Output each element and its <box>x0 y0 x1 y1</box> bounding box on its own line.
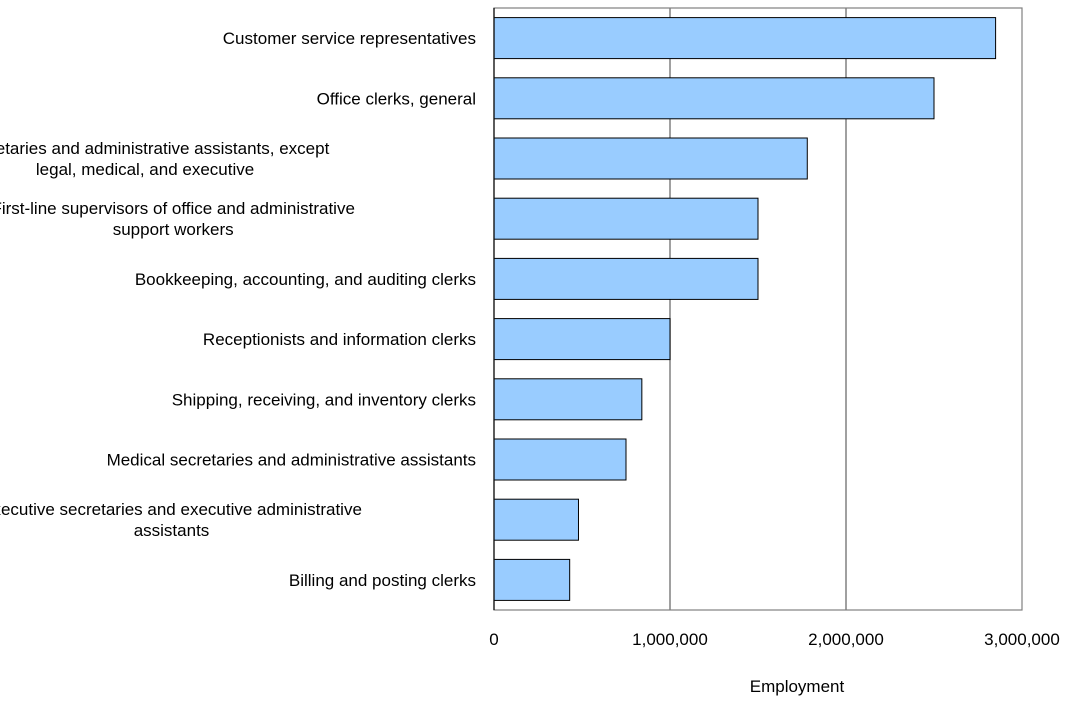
bar-7 <box>494 439 626 480</box>
category-label-2-line-0: Secretaries and administrative assistant… <box>0 139 330 158</box>
x-tick-label-2: 2,000,000 <box>808 630 884 649</box>
category-label-3-line-0: First-line supervisors of office and adm… <box>0 199 355 218</box>
category-label-7-line-0: Medical secretaries and administrative a… <box>107 451 476 470</box>
bar-5 <box>494 319 670 360</box>
category-label-8-line-0: Executive secretaries and executive admi… <box>0 500 362 519</box>
bar-2 <box>494 138 807 179</box>
bar-3 <box>494 198 758 239</box>
bar-4 <box>494 258 758 299</box>
category-label-9: Billing and posting clerks <box>289 571 476 590</box>
bar-6 <box>494 379 642 420</box>
x-tick-label-0: 0 <box>489 630 498 649</box>
bar-1 <box>494 78 934 119</box>
tick-label-layer: 0 1,000,000 2,000,000 3,000,000 <box>489 630 1060 649</box>
x-tick-label-1: 1,000,000 <box>632 630 708 649</box>
category-label-9-line-0: Billing and posting clerks <box>289 571 476 590</box>
category-label-6: Shipping, receiving, and inventory clerk… <box>172 390 476 409</box>
category-label-4: Bookkeeping, accounting, and auditing cl… <box>135 270 476 289</box>
category-label-2: Secretaries and administrative assistant… <box>0 139 330 179</box>
category-label-3-line-1: support workers <box>113 220 234 239</box>
category-label-3: First-line supervisors of office and adm… <box>0 199 355 239</box>
category-label-8-line-1: assistants <box>134 521 210 540</box>
category-label-4-line-0: Bookkeeping, accounting, and auditing cl… <box>135 270 476 289</box>
category-label-6-line-0: Shipping, receiving, and inventory clerk… <box>172 390 476 409</box>
bar-9 <box>494 559 570 600</box>
category-label-7: Medical secretaries and administrative a… <box>107 451 476 470</box>
bar-0 <box>494 18 996 59</box>
category-label-1: Office clerks, general <box>317 89 476 108</box>
category-label-5: Receptionists and information clerks <box>203 330 476 349</box>
category-label-layer: Customer service representatives Office c… <box>0 29 476 590</box>
bar-8 <box>494 499 578 540</box>
x-tick-label-3: 3,000,000 <box>984 630 1060 649</box>
category-label-5-line-0: Receptionists and information clerks <box>203 330 476 349</box>
category-label-8: Executive secretaries and executive admi… <box>0 500 362 540</box>
x-axis-title: Employment <box>750 677 845 696</box>
category-label-0-line-0: Customer service representatives <box>223 29 476 48</box>
category-label-1-line-0: Office clerks, general <box>317 89 476 108</box>
category-label-0: Customer service representatives <box>223 29 476 48</box>
bar-layer <box>494 18 996 601</box>
category-label-2-line-1: legal, medical, and executive <box>36 160 254 179</box>
